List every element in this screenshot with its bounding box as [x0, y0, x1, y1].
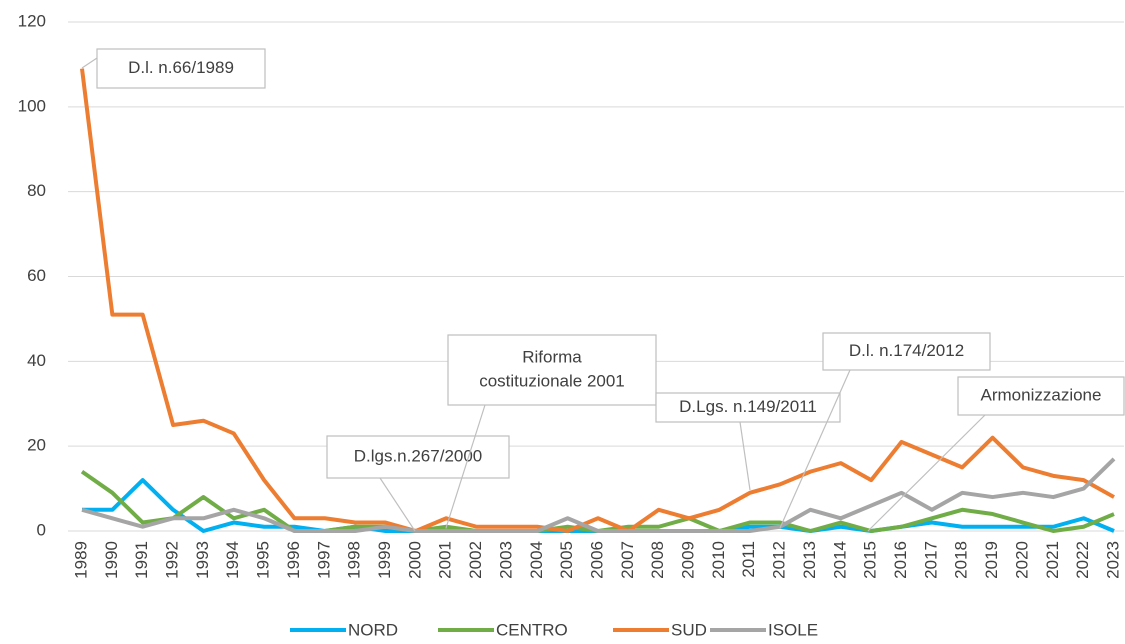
y-tick-label: 120: [18, 11, 46, 30]
y-tick-label: 100: [18, 96, 46, 115]
callout-leader: [779, 369, 851, 529]
legend-label: SUD: [671, 620, 707, 639]
x-tick-label: 2019: [982, 541, 1001, 579]
series-line: [82, 478, 1115, 533]
x-tick-label: 1989: [71, 541, 90, 579]
x-tick-label: 1992: [163, 541, 182, 579]
callout-box: [326, 435, 510, 479]
x-tick-label: 1996: [284, 541, 303, 579]
annotation-text: D.l. n.66/1989: [128, 58, 234, 77]
x-tick-label: 2015: [861, 541, 880, 579]
x-tick-label: 2009: [679, 541, 698, 579]
x-tick-label: 2005: [557, 541, 576, 579]
x-tick-label: 2003: [496, 541, 515, 579]
annotation-text: D.l. n.174/2012: [849, 341, 964, 360]
y-tick-label: 20: [27, 436, 46, 455]
y-tick-label: 40: [27, 351, 46, 370]
x-tick-label: 2013: [800, 541, 819, 579]
annotation-text: D.lgs.n.267/2000: [354, 446, 483, 465]
callout-box: [447, 334, 657, 406]
legend-label: NORD: [348, 620, 398, 639]
callout-leader: [867, 414, 986, 532]
annotation-text: costituzionale 2001: [479, 371, 625, 390]
x-tick-label: 2020: [1012, 541, 1031, 579]
x-tick-label: 2017: [921, 541, 940, 579]
annotation-text: Riforma: [522, 347, 582, 366]
x-tick-label: 1994: [223, 541, 242, 579]
x-tick-label: 1993: [193, 541, 212, 579]
x-tick-label: 1998: [345, 541, 364, 579]
x-tick-label: 2022: [1073, 541, 1092, 579]
y-tick-label: 80: [27, 181, 46, 200]
annotation-text: Armonizzazione: [981, 385, 1102, 404]
x-tick-label: 2012: [770, 541, 789, 579]
callout-box: [96, 48, 266, 89]
x-tick-label: 1999: [375, 541, 394, 579]
x-tick-label: 2008: [648, 541, 667, 579]
legend-label: CENTRO: [496, 620, 568, 639]
y-tick-label: 0: [37, 520, 46, 539]
annotation-text: D.Lgs. n.149/2011: [679, 397, 817, 416]
x-tick-label: 2018: [952, 541, 971, 579]
callout-box: [822, 332, 991, 371]
x-tick-label: 2007: [618, 541, 637, 579]
x-tick-label: 2016: [891, 541, 910, 579]
callout-leader: [739, 421, 751, 491]
series-line: [81, 457, 1116, 533]
x-tick-label: 2002: [466, 541, 485, 579]
x-tick-label: 2001: [436, 541, 455, 579]
callout-leader: [379, 477, 416, 532]
x-tick-label: 1991: [132, 541, 151, 579]
callout-leader: [445, 404, 486, 529]
series-line: [80, 68, 1115, 533]
x-tick-label: 2006: [587, 541, 606, 579]
x-tick-label: 1997: [314, 541, 333, 579]
y-tick-label: 60: [27, 266, 46, 285]
x-tick-label: 1990: [102, 541, 121, 579]
x-tick-label: 2011: [739, 541, 758, 578]
x-tick-label: 2010: [709, 541, 728, 579]
callout-box: [655, 392, 841, 423]
x-tick-label: 2023: [1103, 541, 1122, 579]
x-tick-label: 1995: [254, 541, 273, 579]
legend-label: ISOLE: [768, 620, 818, 639]
callout-leader: [81, 57, 98, 69]
x-tick-label: 2021: [1043, 541, 1062, 579]
x-tick-label: 2000: [405, 541, 424, 579]
x-tick-label: 2014: [830, 541, 849, 579]
callout-box: [957, 376, 1125, 416]
x-tick-label: 2004: [527, 541, 546, 579]
